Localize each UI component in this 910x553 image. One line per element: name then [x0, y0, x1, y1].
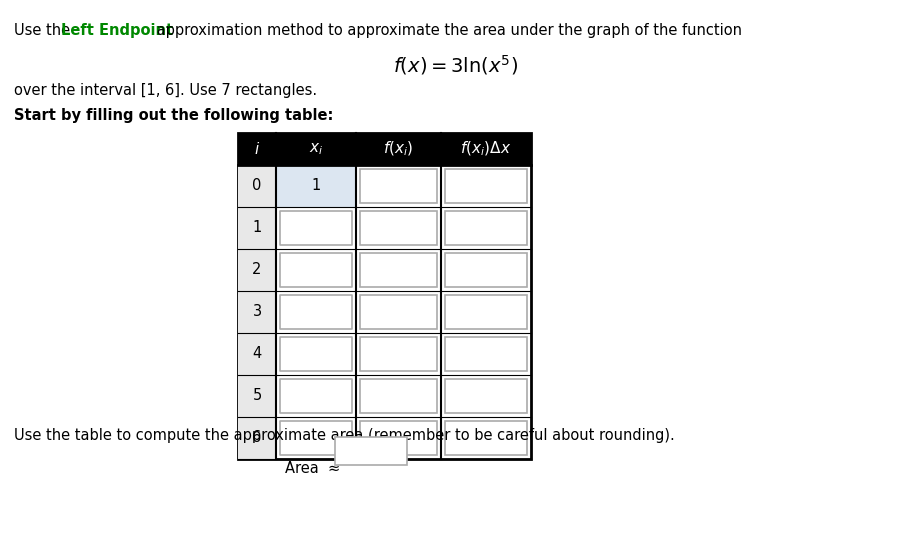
Bar: [280, 379, 352, 413]
Text: 4: 4: [252, 347, 262, 362]
Text: $f(x) = 3\ln\!\left(x^5\right)$: $f(x) = 3\ln\!\left(x^5\right)$: [392, 53, 518, 77]
Bar: [238, 417, 276, 459]
Bar: [445, 379, 527, 413]
Bar: [276, 165, 356, 207]
Bar: [280, 421, 352, 455]
Text: 6: 6: [252, 430, 262, 446]
Text: 1: 1: [311, 179, 320, 194]
Text: 2: 2: [252, 263, 262, 278]
Bar: [238, 249, 276, 291]
Bar: [238, 165, 276, 207]
Text: $f(x_i)\Delta x$: $f(x_i)\Delta x$: [460, 140, 511, 158]
Bar: [445, 421, 527, 455]
Bar: [445, 253, 527, 287]
Text: 0: 0: [252, 179, 262, 194]
Bar: [445, 169, 527, 203]
Text: 5: 5: [252, 389, 262, 404]
Bar: [445, 295, 527, 329]
Bar: [360, 337, 437, 371]
Text: 1: 1: [252, 221, 262, 236]
Bar: [238, 133, 531, 459]
Text: Start by filling out the following table:: Start by filling out the following table…: [14, 108, 333, 123]
Bar: [238, 133, 531, 165]
Bar: [360, 253, 437, 287]
Bar: [238, 291, 276, 333]
Text: over the interval [1, 6]. Use 7 rectangles.: over the interval [1, 6]. Use 7 rectangl…: [14, 83, 317, 98]
Bar: [360, 421, 437, 455]
Bar: [360, 295, 437, 329]
Bar: [360, 169, 437, 203]
Bar: [238, 375, 276, 417]
Text: Area  ≈: Area ≈: [285, 461, 340, 476]
Text: $x_i$: $x_i$: [308, 141, 323, 157]
Text: 3: 3: [252, 305, 261, 320]
Bar: [238, 207, 276, 249]
Bar: [360, 379, 437, 413]
Bar: [238, 333, 276, 375]
Bar: [360, 211, 437, 245]
Bar: [280, 295, 352, 329]
Bar: [335, 437, 407, 465]
Bar: [280, 211, 352, 245]
Text: approximation method to approximate the area under the graph of the function: approximation method to approximate the …: [152, 23, 742, 38]
Text: Left Endpoint: Left Endpoint: [61, 23, 173, 38]
Text: $i$: $i$: [254, 141, 260, 157]
Bar: [280, 337, 352, 371]
Text: Use the table to compute the approximate area (remember to be careful about roun: Use the table to compute the approximate…: [14, 428, 674, 443]
Bar: [445, 211, 527, 245]
Bar: [445, 337, 527, 371]
Text: Use the: Use the: [14, 23, 75, 38]
Text: $f(x_i)$: $f(x_i)$: [383, 140, 414, 158]
Bar: [280, 253, 352, 287]
